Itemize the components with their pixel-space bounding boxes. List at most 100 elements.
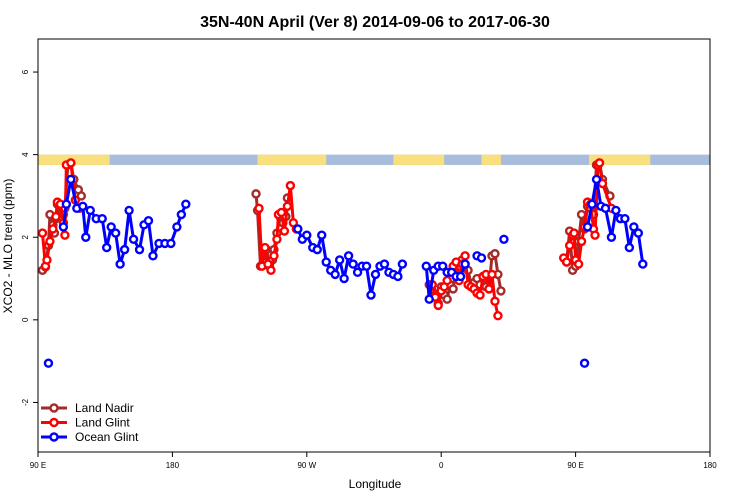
data-point — [76, 191, 87, 201]
data-point — [366, 290, 376, 300]
legend-label: Land Nadir — [75, 401, 134, 415]
data-point — [564, 240, 575, 251]
data-point — [460, 251, 470, 261]
data-point — [343, 251, 354, 261]
legend-item: Land Nadir — [41, 401, 134, 415]
data-point — [285, 180, 296, 191]
data-point — [370, 269, 381, 280]
data-point — [60, 230, 70, 240]
data-point — [421, 261, 431, 271]
data-point — [148, 251, 158, 261]
x-tick-label: 0 — [439, 461, 444, 470]
data-point — [181, 199, 191, 209]
data-point — [276, 207, 287, 218]
data-point — [490, 249, 500, 259]
data-point — [119, 244, 130, 255]
data-point — [110, 228, 121, 238]
data-point — [124, 205, 134, 216]
data-point — [487, 269, 497, 280]
data-point — [348, 259, 358, 269]
data-point — [58, 222, 69, 232]
data-point — [594, 158, 605, 168]
y-axis-label: XCO2 - MLO trend (ppm) — [1, 179, 15, 314]
x-tick-label: 90 W — [297, 461, 316, 470]
y-tick-label: 4 — [21, 152, 30, 157]
data-point — [317, 230, 327, 240]
legend-item: Ocean Glint — [41, 430, 139, 444]
legend-label: Ocean Glint — [75, 430, 139, 444]
data-point — [569, 228, 579, 238]
data-point — [66, 174, 76, 185]
land-segment-5 — [589, 154, 651, 165]
data-point — [282, 201, 293, 211]
y-tick-label: -2 — [21, 398, 30, 406]
data-point — [579, 358, 590, 368]
plot-frame — [37, 38, 711, 453]
land-segment-4 — [481, 154, 501, 165]
data-point — [476, 253, 487, 263]
data-point — [81, 232, 91, 242]
data-point — [48, 224, 58, 234]
data-point — [442, 275, 452, 286]
data-point — [576, 209, 587, 220]
data-point — [499, 234, 509, 245]
data-point — [66, 158, 76, 168]
data-point — [106, 222, 116, 232]
legend-marker — [49, 403, 59, 413]
series-ocean-glint — [43, 174, 648, 368]
data-point — [260, 242, 270, 253]
data-point — [128, 234, 139, 245]
data-point — [97, 213, 107, 224]
data-point — [455, 271, 466, 282]
legend-item: Land Glint — [41, 416, 130, 430]
data-point — [606, 232, 617, 242]
data-point — [573, 259, 584, 269]
series-group — [37, 158, 648, 368]
data-point — [43, 358, 54, 368]
ocean-band — [38, 154, 710, 165]
data-point — [312, 244, 322, 255]
x-tick-label: 90 E — [30, 461, 46, 470]
data-point — [279, 226, 290, 236]
data-point — [633, 228, 644, 238]
data-point — [143, 216, 154, 226]
land-segment-1 — [60, 154, 74, 165]
data-point — [334, 255, 345, 265]
data-point — [42, 255, 52, 265]
data-point — [460, 259, 470, 269]
land-mask-band — [38, 154, 710, 165]
data-point — [266, 265, 276, 275]
data-point — [433, 300, 443, 311]
data-point — [251, 189, 261, 199]
data-point — [424, 294, 434, 304]
data-point — [484, 284, 494, 294]
y-tick-label: 0 — [21, 317, 30, 322]
x-axis-label: Longitude — [349, 477, 402, 491]
data-point — [448, 284, 458, 294]
data-point — [352, 267, 363, 278]
x-tick-label: 90 E — [567, 461, 583, 470]
y-tick-label: 2 — [21, 234, 30, 239]
data-point — [493, 311, 503, 321]
data-point — [393, 271, 403, 282]
data-point — [638, 259, 648, 269]
data-point — [61, 199, 72, 209]
data-point — [361, 261, 372, 271]
data-point — [272, 234, 282, 245]
legend-marker — [49, 432, 59, 442]
data-point — [339, 273, 349, 284]
data-point — [490, 296, 500, 306]
data-point — [597, 178, 608, 189]
data-point — [269, 251, 279, 261]
data-point — [134, 244, 145, 255]
land-segment-2 — [257, 154, 327, 165]
data-point — [590, 230, 600, 240]
data-point — [397, 259, 408, 269]
data-point — [475, 290, 485, 300]
data-point — [620, 213, 630, 224]
series-land-glint — [37, 158, 617, 321]
data-point — [629, 222, 639, 232]
data-point — [591, 174, 602, 185]
